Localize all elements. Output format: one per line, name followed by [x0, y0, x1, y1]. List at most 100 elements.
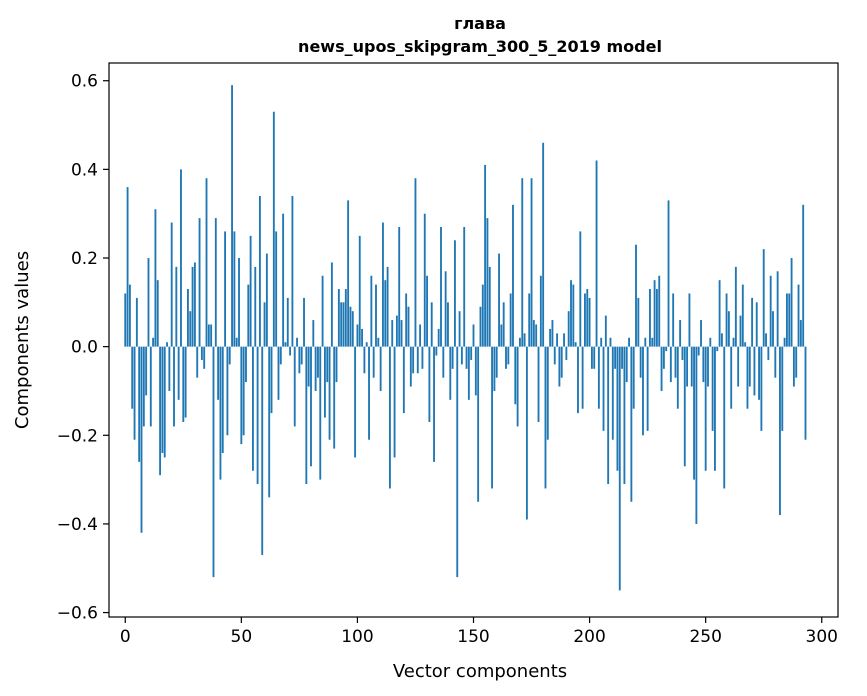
bar-232: [662, 346, 665, 369]
bar-92: [337, 289, 340, 347]
bar-279: [772, 311, 774, 347]
bar-251: [707, 346, 709, 387]
bar-105: [368, 346, 370, 440]
bar-142: [454, 240, 456, 347]
bar-82: [314, 346, 317, 391]
bar-133: [433, 346, 435, 462]
bar-275: [762, 249, 765, 347]
bar-151: [474, 346, 477, 396]
bar-126: [416, 346, 419, 374]
bar-253: [711, 346, 714, 431]
bar-283: [781, 346, 784, 431]
bar-146: [463, 226, 466, 347]
bar-11: [149, 346, 152, 427]
bar-37: [210, 324, 213, 347]
bar-157: [488, 266, 491, 347]
bar-137: [442, 346, 445, 378]
bar-179: [539, 275, 542, 347]
bar-85: [321, 275, 324, 347]
bar-6: [138, 346, 141, 462]
bar-214: [621, 346, 624, 369]
bar-74: [296, 337, 298, 347]
bar-48: [235, 337, 238, 347]
x-tick-label: 250: [689, 627, 721, 647]
bar-209: [609, 337, 612, 347]
bar-2: [128, 284, 131, 347]
bar-50: [240, 346, 243, 445]
bar-278: [769, 275, 772, 347]
bar-4: [133, 346, 136, 440]
x-tick-label: 300: [806, 627, 838, 647]
bar-55: [252, 346, 254, 471]
bar-106: [370, 275, 373, 347]
bar-154: [481, 284, 484, 347]
bar-13: [154, 209, 157, 347]
bar-90: [333, 346, 336, 449]
bar-170: [519, 337, 521, 347]
bar-7: [140, 346, 143, 533]
bar-41: [219, 346, 222, 480]
bar-79: [307, 346, 310, 387]
bar-188: [560, 346, 563, 378]
bar-201: [590, 346, 593, 369]
bar-67: [279, 346, 282, 365]
bar-257: [720, 333, 723, 347]
bar-114: [388, 346, 391, 489]
bar-246: [695, 346, 698, 524]
bar-21: [173, 346, 175, 427]
bar-276: [765, 333, 767, 347]
bar-284: [783, 337, 786, 347]
bar-285: [785, 293, 788, 347]
bar-135: [437, 328, 440, 347]
bar-148: [467, 346, 470, 400]
bar-183: [549, 328, 552, 347]
x-tick-label: 150: [457, 627, 489, 647]
bar-63: [270, 346, 273, 414]
bar-237: [674, 346, 677, 378]
y-tick-label: 0.2: [71, 249, 98, 269]
bar-224: [644, 337, 647, 347]
chart-title: глава: [454, 14, 506, 33]
bar-145: [460, 346, 463, 365]
bar-172: [523, 333, 526, 347]
bar-196: [579, 231, 582, 347]
bar-112: [384, 280, 387, 347]
bar-202: [593, 346, 596, 369]
bar-193: [572, 284, 575, 347]
bar-263: [734, 266, 737, 347]
bar-143: [456, 346, 459, 578]
bar-210: [611, 346, 614, 440]
bar-88: [328, 346, 331, 440]
bar-206: [602, 346, 605, 431]
bar-8: [142, 346, 145, 427]
y-axis-label: Components values: [12, 251, 33, 429]
bar-159: [493, 346, 496, 391]
y-tick-label: 0.6: [71, 72, 98, 92]
bar-52: [245, 346, 247, 383]
bar-15: [159, 346, 162, 476]
bar-182: [546, 346, 549, 440]
bar-96: [347, 200, 350, 347]
bar-9: [145, 346, 148, 396]
bar-269: [748, 346, 751, 387]
chart-subtitle: news_upos_skipgram_300_5_2019 model: [298, 37, 662, 56]
bar-245: [693, 346, 695, 480]
bar-281: [776, 271, 779, 347]
bar-238: [676, 346, 679, 409]
bar-119: [400, 320, 403, 347]
bar-139: [447, 302, 449, 347]
bar-195: [577, 346, 579, 414]
bar-65: [275, 231, 278, 347]
bar-180: [542, 142, 545, 347]
bar-102: [361, 328, 363, 347]
bar-178: [537, 346, 540, 422]
y-tick-label: −0.4: [57, 515, 98, 535]
bar-95: [344, 289, 347, 347]
bar-288: [792, 346, 795, 387]
bar-64: [272, 111, 275, 347]
bar-118: [398, 226, 401, 347]
bar-189: [563, 333, 565, 347]
y-tick-label: 0.0: [71, 338, 98, 358]
bar-219: [632, 346, 635, 409]
bar-173: [525, 346, 528, 520]
